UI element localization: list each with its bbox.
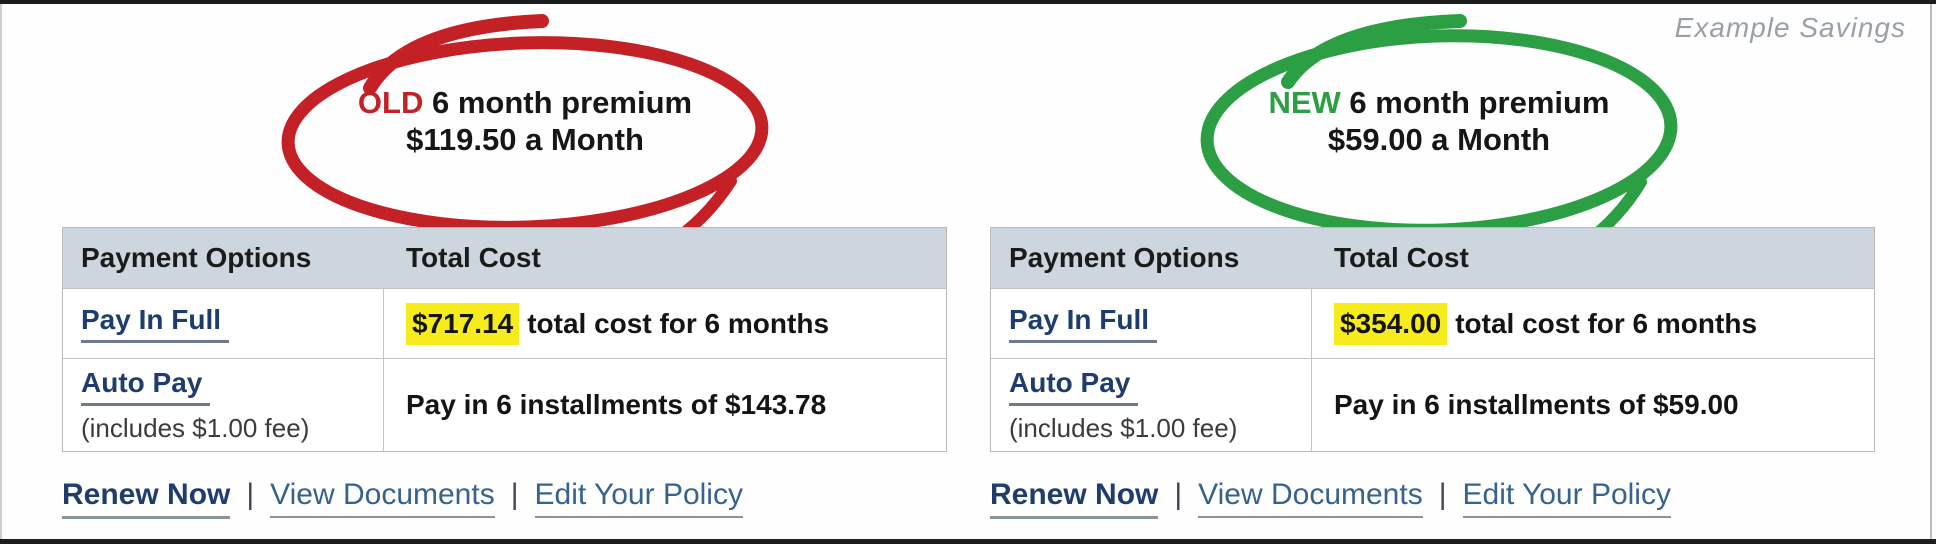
total-cost-cell: Pay in 6 installments of $143.78: [384, 359, 946, 451]
renew-now-link[interactable]: Renew Now: [62, 478, 231, 519]
total-cost-value: $354.00: [1334, 302, 1448, 345]
total-cost-text: total cost for 6 months: [527, 307, 830, 339]
link-separator: |: [1174, 478, 1183, 511]
table-row: Auto Pay (includes $1.00 fee) Pay in 6 i…: [63, 358, 946, 451]
link-separator: |: [246, 478, 255, 511]
table-row: Pay In Full $717.14 total cost for 6 mon…: [63, 288, 946, 358]
pay-in-full-link[interactable]: Pay In Full: [1009, 304, 1158, 343]
new-payment-table: Payment Options Total Cost Pay In Full $…: [990, 227, 1875, 452]
old-circle-overlap-stroke: [363, 14, 549, 95]
bottom-border: [0, 539, 1936, 544]
total-cost-cell: Pay in 6 installments of $59.00: [1312, 359, 1874, 451]
view-documents-link[interactable]: View Documents: [1198, 478, 1423, 518]
payment-option-cell: Auto Pay (includes $1.00 fee): [63, 359, 384, 451]
auto-pay-fee-note: (includes $1.00 fee): [1009, 412, 1238, 443]
new-action-links: Renew Now | View Documents | Edit Your P…: [990, 478, 1671, 519]
total-cost-cell: $354.00 total cost for 6 months: [1312, 289, 1874, 358]
total-cost-header: Total Cost: [1334, 242, 1469, 273]
example-savings-watermark: Example Savings: [1674, 12, 1906, 43]
renew-now-link[interactable]: Renew Now: [990, 478, 1159, 519]
left-border: [0, 4, 2, 539]
total-cost-cell: $717.14 total cost for 6 months: [384, 289, 946, 358]
link-separator: |: [1438, 478, 1447, 511]
old-action-links: Renew Now | View Documents | Edit Your P…: [62, 478, 743, 519]
table-header-row: Payment Options Total Cost: [63, 228, 946, 288]
pay-in-full-link[interactable]: Pay In Full: [81, 304, 230, 343]
auto-pay-fee-note: (includes $1.00 fee): [81, 412, 310, 443]
installments-text: Pay in 6 installments of $143.78: [406, 389, 827, 420]
payment-options-header: Payment Options: [81, 242, 312, 273]
view-documents-link[interactable]: View Documents: [270, 478, 495, 518]
auto-pay-link[interactable]: Auto Pay: [81, 367, 211, 406]
total-cost-text: total cost for 6 months: [1455, 307, 1758, 339]
new-badge: NEW: [1268, 85, 1341, 120]
payment-option-cell: Auto Pay (includes $1.00 fee): [991, 359, 1312, 451]
payment-option-cell: Pay In Full: [63, 289, 384, 358]
old-headline-text: 6 month premium: [431, 85, 693, 120]
auto-pay-link[interactable]: Auto Pay: [1009, 367, 1139, 406]
old-headline-amount: $119.50 a Month: [406, 122, 644, 157]
old-badge: OLD: [357, 85, 424, 120]
total-cost-value: $717.14: [406, 302, 520, 345]
table-row: Auto Pay (includes $1.00 fee) Pay in 6 i…: [991, 358, 1874, 451]
top-border: [0, 0, 1936, 4]
new-headline-text: 6 month premium: [1349, 85, 1610, 120]
installments-text: Pay in 6 installments of $59.00: [1334, 389, 1739, 420]
link-separator: |: [510, 478, 519, 511]
edit-your-policy-link[interactable]: Edit Your Policy: [534, 478, 743, 518]
old-premium-headline: OLD 6 month premium $119.50 a Month: [285, 84, 765, 158]
edit-your-policy-link[interactable]: Edit Your Policy: [1462, 478, 1671, 518]
new-circle-overlap-stroke: [1281, 14, 1467, 89]
new-headline-amount: $59.00 a Month: [1327, 122, 1551, 157]
table-header-row: Payment Options Total Cost: [991, 228, 1874, 288]
payment-option-cell: Pay In Full: [991, 289, 1312, 358]
table-row: Pay In Full $354.00 total cost for 6 mon…: [991, 288, 1874, 358]
right-border: [1930, 4, 1932, 539]
new-premium-headline: NEW 6 month premium $59.00 a Month: [1199, 84, 1679, 158]
old-payment-table: Payment Options Total Cost Pay In Full $…: [62, 227, 947, 452]
payment-options-header: Payment Options: [1009, 242, 1240, 273]
total-cost-header: Total Cost: [406, 242, 541, 273]
